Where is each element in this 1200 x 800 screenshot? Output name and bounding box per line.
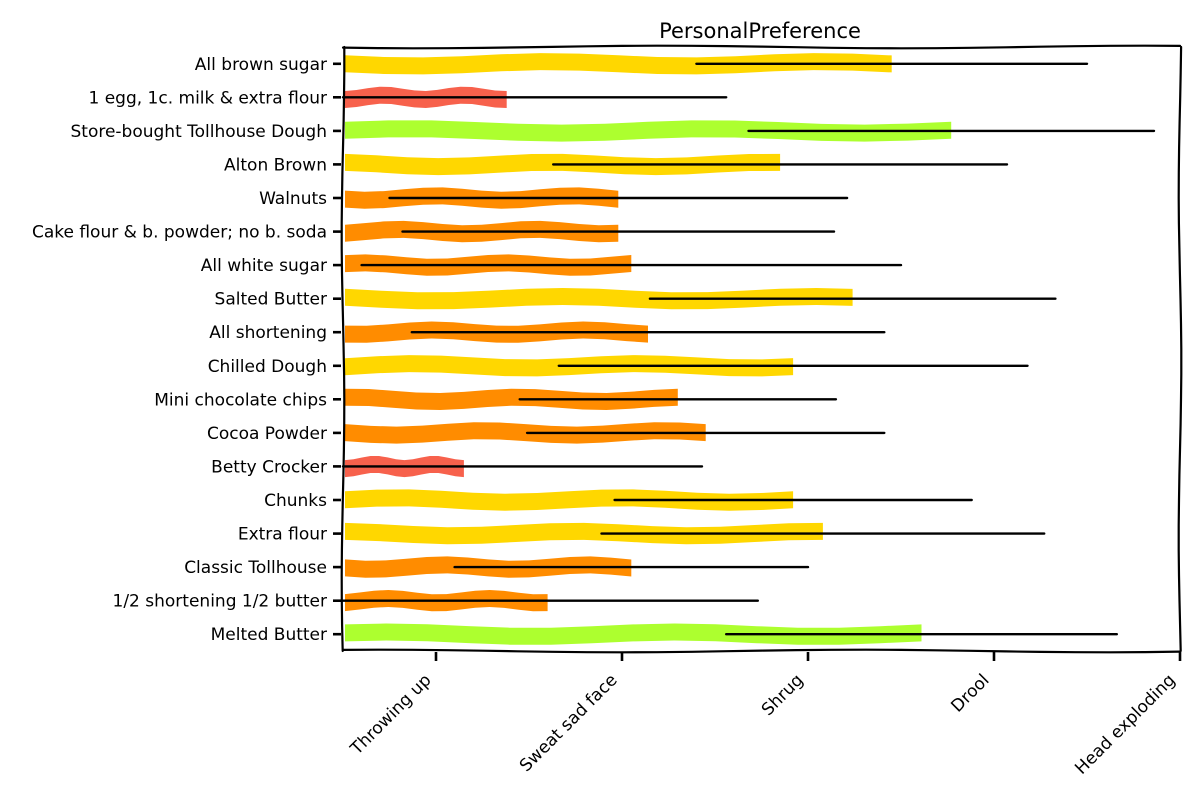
y-tick-label-6: All white sugar [201,256,327,276]
y-tick-label-15: Classic Tollhouse [184,558,327,578]
y-tick-label-17: Melted Butter [211,625,327,645]
y-axis: All brown sugar 1 egg, 1c. milk & extra f… [32,55,341,645]
y-tick-label-4: Walnuts [259,189,327,209]
y-tick-label-1: 1 egg, 1c. milk & extra flour [88,88,327,108]
bar-13 [345,489,794,511]
y-tick-label-12: Betty Crocker [211,457,327,477]
y-tick-label-11: Cocoa Powder [207,424,327,444]
error-bars-layer [341,62,1156,636]
plot-frame [340,44,1183,654]
y-tick-label-16: 1/2 shortening 1/2 butter [113,592,327,612]
y-tick-label-8: All shortening [209,323,327,343]
y-tick-label-3: Alton Brown [224,155,327,175]
bar-10 [345,388,678,410]
x-tick-label-2: Shrug [758,670,808,720]
x-tick-label-1: Sweat sad face [516,670,622,776]
bar-17 [345,623,922,645]
y-tick-label-9: Chilled Dough [208,357,327,377]
y-tick-label-5: Cake flour & b. powder; no b. soda [32,223,327,243]
y-tick-label-14: Extra flour [238,525,327,545]
y-tick-label-2: Store-bought Tollhouse Dough [70,122,327,142]
chart-title: PersonalPreference [659,19,861,43]
y-tick-label-0: All brown sugar [195,55,327,75]
frame-edge-0 [341,44,1182,50]
x-tick-label-4: Head exploding [1071,670,1179,778]
frame-edge-1 [1177,45,1183,653]
x-tick-label-3: Drool [947,670,993,716]
y-tick-label-7: Salted Butter [215,290,327,310]
bar-11 [345,422,706,444]
x-axis: Throwing up Sweat sad face Shrug Drool Head … [346,652,1182,779]
y-tick-label-10: Mini chocolate chips [154,390,327,410]
y-tick-label-13: Chunks [264,491,327,511]
bar-7 [345,288,853,310]
bars-layer [345,53,952,645]
x-tick-label-0: Throwing up [346,670,435,759]
bar-14 [345,522,823,545]
frame-edge-3 [340,45,346,653]
bar-2 [345,120,952,142]
frame-edge-2 [341,648,1182,654]
bar-0 [345,53,892,75]
